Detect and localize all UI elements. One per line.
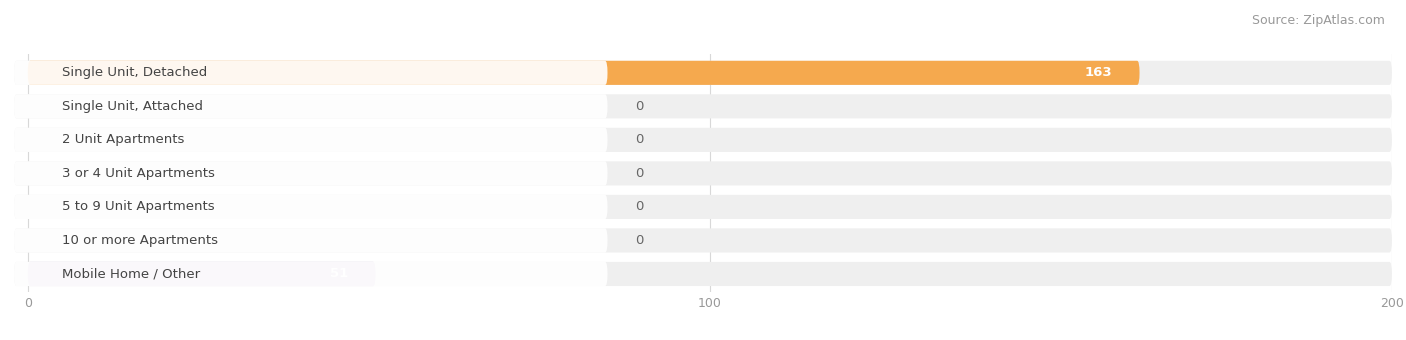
Text: Source: ZipAtlas.com: Source: ZipAtlas.com: [1251, 14, 1385, 27]
FancyBboxPatch shape: [14, 61, 1392, 85]
Text: 10 or more Apartments: 10 or more Apartments: [62, 234, 218, 247]
FancyBboxPatch shape: [14, 195, 1392, 219]
FancyBboxPatch shape: [14, 128, 607, 152]
Text: Single Unit, Attached: Single Unit, Attached: [62, 100, 202, 113]
Text: 163: 163: [1084, 66, 1112, 79]
FancyBboxPatch shape: [14, 195, 607, 219]
FancyBboxPatch shape: [14, 61, 607, 85]
Text: 0: 0: [634, 234, 643, 247]
Text: 0: 0: [634, 133, 643, 147]
FancyBboxPatch shape: [14, 94, 1392, 118]
Text: 5 to 9 Unit Apartments: 5 to 9 Unit Apartments: [62, 200, 215, 214]
FancyBboxPatch shape: [14, 228, 607, 253]
FancyBboxPatch shape: [14, 228, 1392, 253]
FancyBboxPatch shape: [14, 262, 607, 286]
FancyBboxPatch shape: [14, 262, 1392, 286]
Text: 0: 0: [634, 167, 643, 180]
Text: 0: 0: [634, 100, 643, 113]
FancyBboxPatch shape: [28, 61, 1139, 85]
FancyBboxPatch shape: [14, 162, 607, 185]
FancyBboxPatch shape: [14, 94, 607, 118]
Text: 51: 51: [330, 268, 349, 280]
Text: 0: 0: [634, 200, 643, 214]
FancyBboxPatch shape: [28, 262, 375, 286]
Text: Mobile Home / Other: Mobile Home / Other: [62, 268, 200, 280]
FancyBboxPatch shape: [14, 128, 1392, 152]
FancyBboxPatch shape: [14, 162, 1392, 185]
Text: 2 Unit Apartments: 2 Unit Apartments: [62, 133, 184, 147]
Text: Single Unit, Detached: Single Unit, Detached: [62, 66, 207, 79]
Text: 3 or 4 Unit Apartments: 3 or 4 Unit Apartments: [62, 167, 215, 180]
